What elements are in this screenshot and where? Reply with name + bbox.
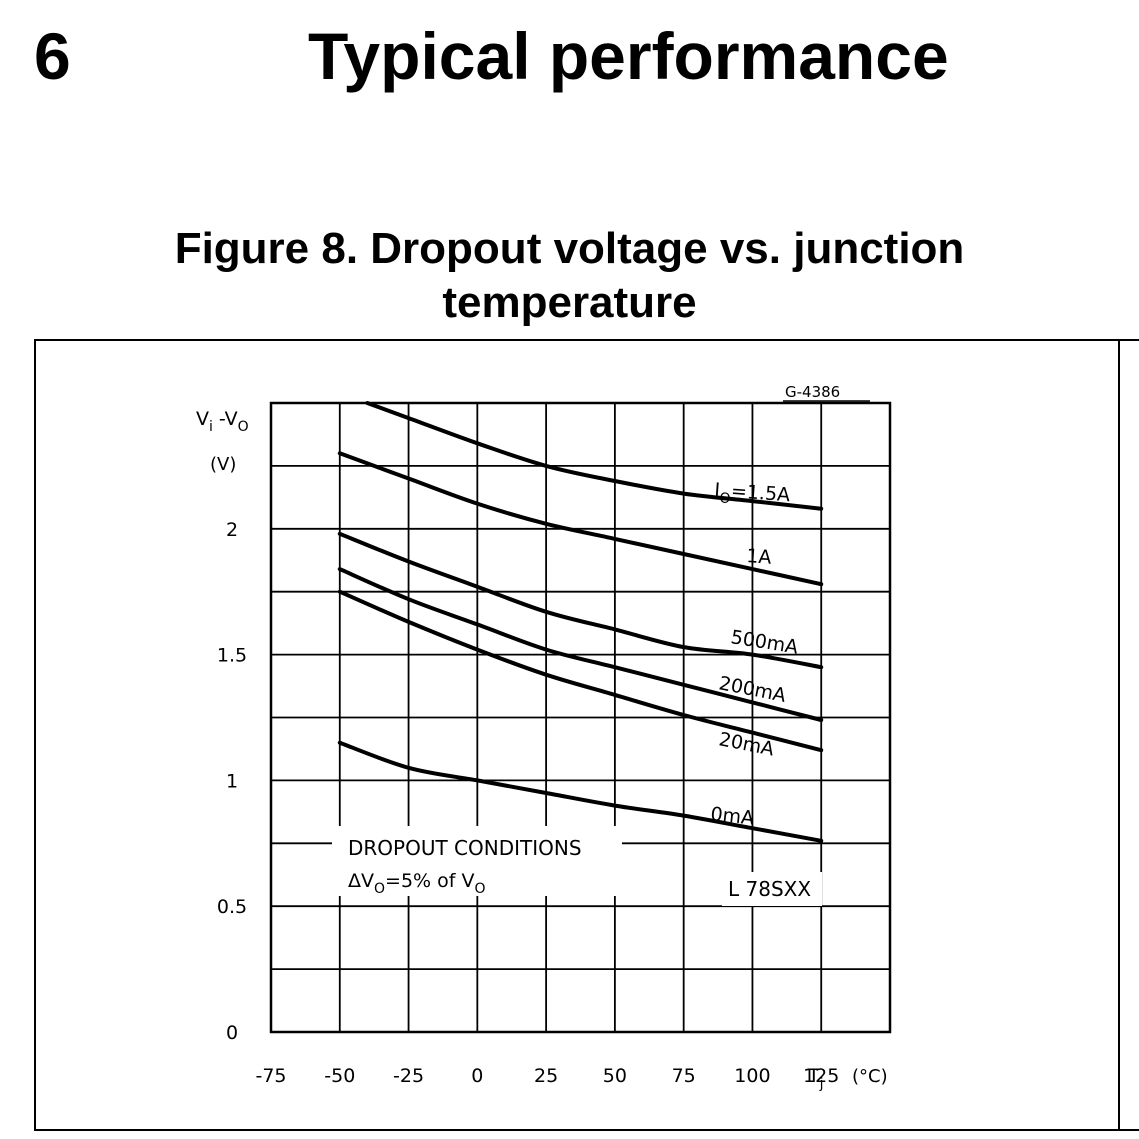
section-title: Typical performance	[308, 19, 949, 93]
x-tick-label: -75	[255, 1065, 286, 1087]
frame-divider	[1118, 339, 1120, 1131]
x-axis-label-unit: (°C)	[852, 1066, 888, 1087]
x-tick-label: -25	[393, 1065, 424, 1087]
section-number: 6	[34, 19, 71, 93]
y-axis-label-unit: (V)	[210, 454, 236, 475]
figure-frame	[34, 339, 1139, 1131]
series-line-1a	[337, 451, 824, 587]
device-label-mask	[722, 872, 822, 906]
curve-label-20ma: 20mA	[717, 728, 776, 760]
series-line-200ma	[337, 567, 824, 722]
curve-label-1a: 1A	[746, 545, 773, 569]
curve-label-0ma: 0mA	[709, 803, 755, 829]
series-line-0ma	[337, 740, 824, 843]
dropout-conditions-line1: DROPOUT CONDITIONS	[348, 836, 582, 860]
x-tick-label: 100	[734, 1065, 770, 1087]
y-axis-label-quantity: Vi -VO	[196, 408, 249, 435]
x-axis-label-quantity: Tj	[807, 1065, 824, 1092]
y-tick-label: 0.5	[217, 896, 247, 918]
x-axis-label: Tj (°C)	[807, 1065, 888, 1092]
x-tick-label: 25	[534, 1065, 558, 1087]
x-tick-label: 75	[672, 1065, 696, 1087]
x-tick-label: 50	[603, 1065, 627, 1087]
x-tick-label: -50	[324, 1065, 355, 1087]
y-tick-label: 1	[226, 770, 238, 792]
figure-caption: Figure 8. Dropout voltage vs. junction t…	[0, 222, 1139, 330]
y-axis-label: Vi -VO (V)	[196, 408, 249, 475]
y-tick-label: 0	[226, 1022, 238, 1044]
series-line-io-1-5a	[365, 401, 824, 511]
y-tick-label: 2	[226, 519, 238, 541]
series-line-500ma	[337, 531, 824, 670]
x-tick-label: 0	[471, 1065, 483, 1087]
y-tick-label: 1.5	[217, 645, 247, 667]
device-label: L 78SXX	[728, 877, 811, 901]
figure-code-label: G-4386	[785, 383, 840, 401]
x-tick-label: 125	[803, 1065, 839, 1087]
conditions-box-mask	[332, 826, 622, 896]
series-line-20ma	[337, 589, 824, 753]
figure-caption-line1: Figure 8. Dropout voltage vs. junction	[174, 224, 965, 273]
figure-caption-line2: temperature	[442, 278, 697, 327]
